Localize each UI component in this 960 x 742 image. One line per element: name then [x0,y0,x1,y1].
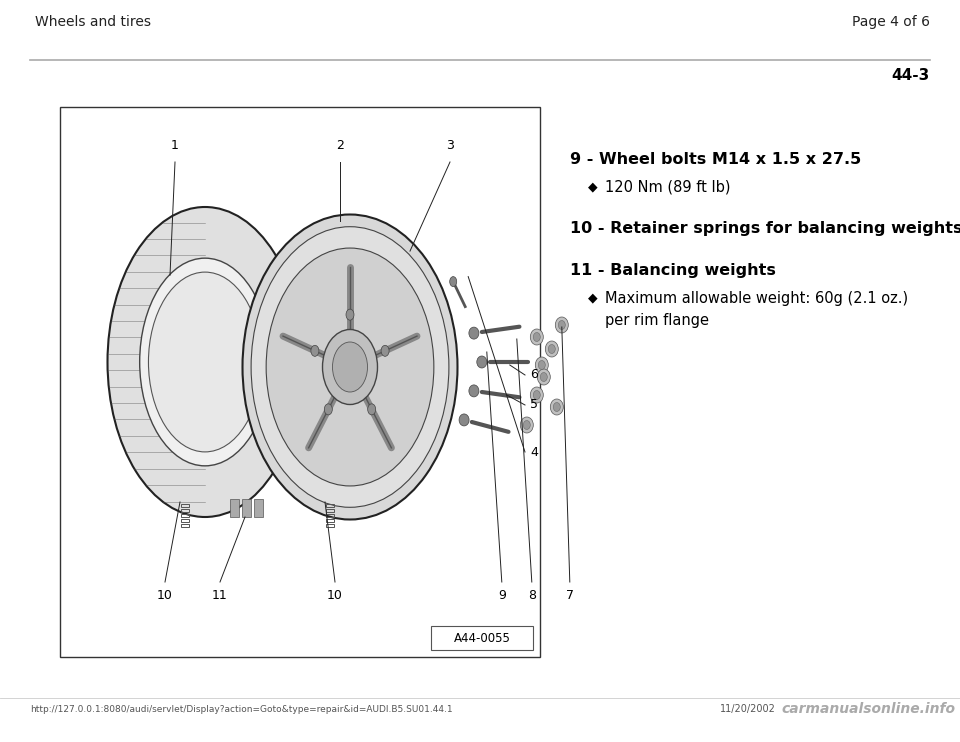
Bar [181,504,189,507]
Text: Maximum allowable weight: 60g (2.1 oz.): Maximum allowable weight: 60g (2.1 oz.) [605,291,908,306]
Bar [181,524,189,527]
Text: ◆: ◆ [588,291,598,304]
Text: 9 - Wheel bolts M14 x 1.5 x 27.5: 9 - Wheel bolts M14 x 1.5 x 27.5 [570,152,861,167]
Ellipse shape [555,317,568,333]
Text: 2: 2 [336,139,344,152]
Text: per rim flange: per rim flange [605,313,709,328]
Text: 8: 8 [528,589,536,602]
Bar [60,107,540,657]
Ellipse shape [459,414,469,426]
Text: http://127.0.0.1:8080/audi/servlet/Display?action=Goto&type=repair&id=AUDI.B5.SU: http://127.0.0.1:8080/audi/servlet/Displ… [30,705,452,714]
Bar [326,524,334,527]
Text: carmanualsonline.info: carmanualsonline.info [781,702,955,716]
Bar [326,519,334,522]
Text: 7: 7 [565,589,574,602]
Ellipse shape [149,272,261,452]
Ellipse shape [449,277,457,286]
Ellipse shape [243,214,458,519]
Ellipse shape [266,248,434,486]
Bar [326,514,334,517]
Ellipse shape [539,361,545,370]
Bar [326,509,334,512]
Ellipse shape [468,327,479,339]
Bar [242,499,251,517]
Ellipse shape [553,402,561,412]
Text: 11 - Balancing weights: 11 - Balancing weights [570,263,776,278]
Ellipse shape [381,345,389,356]
Ellipse shape [545,341,559,357]
Text: 1: 1 [171,139,179,152]
Bar [254,499,263,517]
Ellipse shape [323,329,377,404]
Text: 9: 9 [498,589,506,602]
Bar [181,509,189,512]
Ellipse shape [559,321,565,329]
Ellipse shape [311,345,319,356]
Ellipse shape [540,372,547,381]
Ellipse shape [530,387,543,403]
Ellipse shape [252,227,449,508]
Text: 44-3: 44-3 [892,68,930,83]
Text: 10: 10 [327,589,343,602]
Text: 120 Nm (89 ft lb): 120 Nm (89 ft lb) [605,180,731,195]
Text: 5: 5 [530,398,538,412]
Text: 11/20/2002: 11/20/2002 [720,704,776,714]
Text: 10: 10 [157,589,173,602]
Text: Wheels and tires: Wheels and tires [35,15,151,29]
Ellipse shape [477,356,487,368]
Ellipse shape [324,404,332,415]
Ellipse shape [468,385,479,397]
Ellipse shape [139,258,271,466]
Ellipse shape [550,399,564,415]
Text: 3: 3 [446,139,454,152]
Bar [326,504,334,507]
Text: 10 - Retainer springs for balancing weights: 10 - Retainer springs for balancing weig… [570,221,960,236]
Ellipse shape [548,344,555,353]
Text: ◆: ◆ [588,180,598,193]
Text: 6: 6 [530,369,538,381]
Ellipse shape [108,207,302,517]
Text: A44-0055: A44-0055 [453,631,511,645]
Ellipse shape [530,329,543,345]
Bar [181,514,189,517]
Text: 11: 11 [212,589,228,602]
FancyBboxPatch shape [431,626,533,650]
Ellipse shape [332,342,368,392]
Ellipse shape [534,332,540,341]
Ellipse shape [534,390,540,399]
Ellipse shape [523,421,530,430]
Text: Page 4 of 6: Page 4 of 6 [852,15,930,29]
Ellipse shape [520,417,534,433]
Bar [230,499,239,517]
Ellipse shape [346,309,354,320]
Ellipse shape [536,357,548,373]
Text: 4: 4 [530,445,538,459]
Ellipse shape [538,369,550,385]
Ellipse shape [368,404,375,415]
Bar [181,519,189,522]
